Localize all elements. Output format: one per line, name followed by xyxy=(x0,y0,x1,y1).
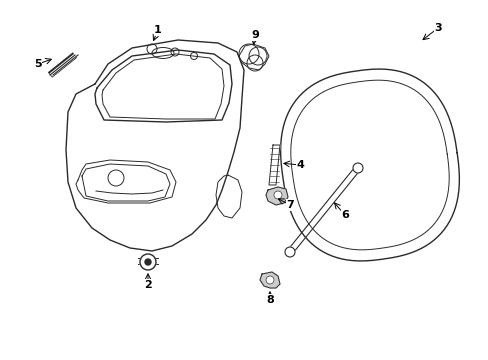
Text: 2: 2 xyxy=(144,280,152,290)
Text: 6: 6 xyxy=(340,210,348,220)
Polygon shape xyxy=(265,187,287,205)
Circle shape xyxy=(285,247,294,257)
Text: 7: 7 xyxy=(285,200,293,210)
Text: 3: 3 xyxy=(433,23,441,33)
Text: 5: 5 xyxy=(34,59,42,69)
Text: 9: 9 xyxy=(250,30,259,40)
Text: 4: 4 xyxy=(295,160,304,170)
Text: 1: 1 xyxy=(154,25,162,35)
Circle shape xyxy=(352,163,362,173)
Circle shape xyxy=(273,191,282,199)
Text: 8: 8 xyxy=(265,295,273,305)
Polygon shape xyxy=(260,272,280,288)
Circle shape xyxy=(145,259,151,265)
Circle shape xyxy=(140,254,156,270)
Polygon shape xyxy=(268,145,280,185)
Circle shape xyxy=(265,276,273,284)
